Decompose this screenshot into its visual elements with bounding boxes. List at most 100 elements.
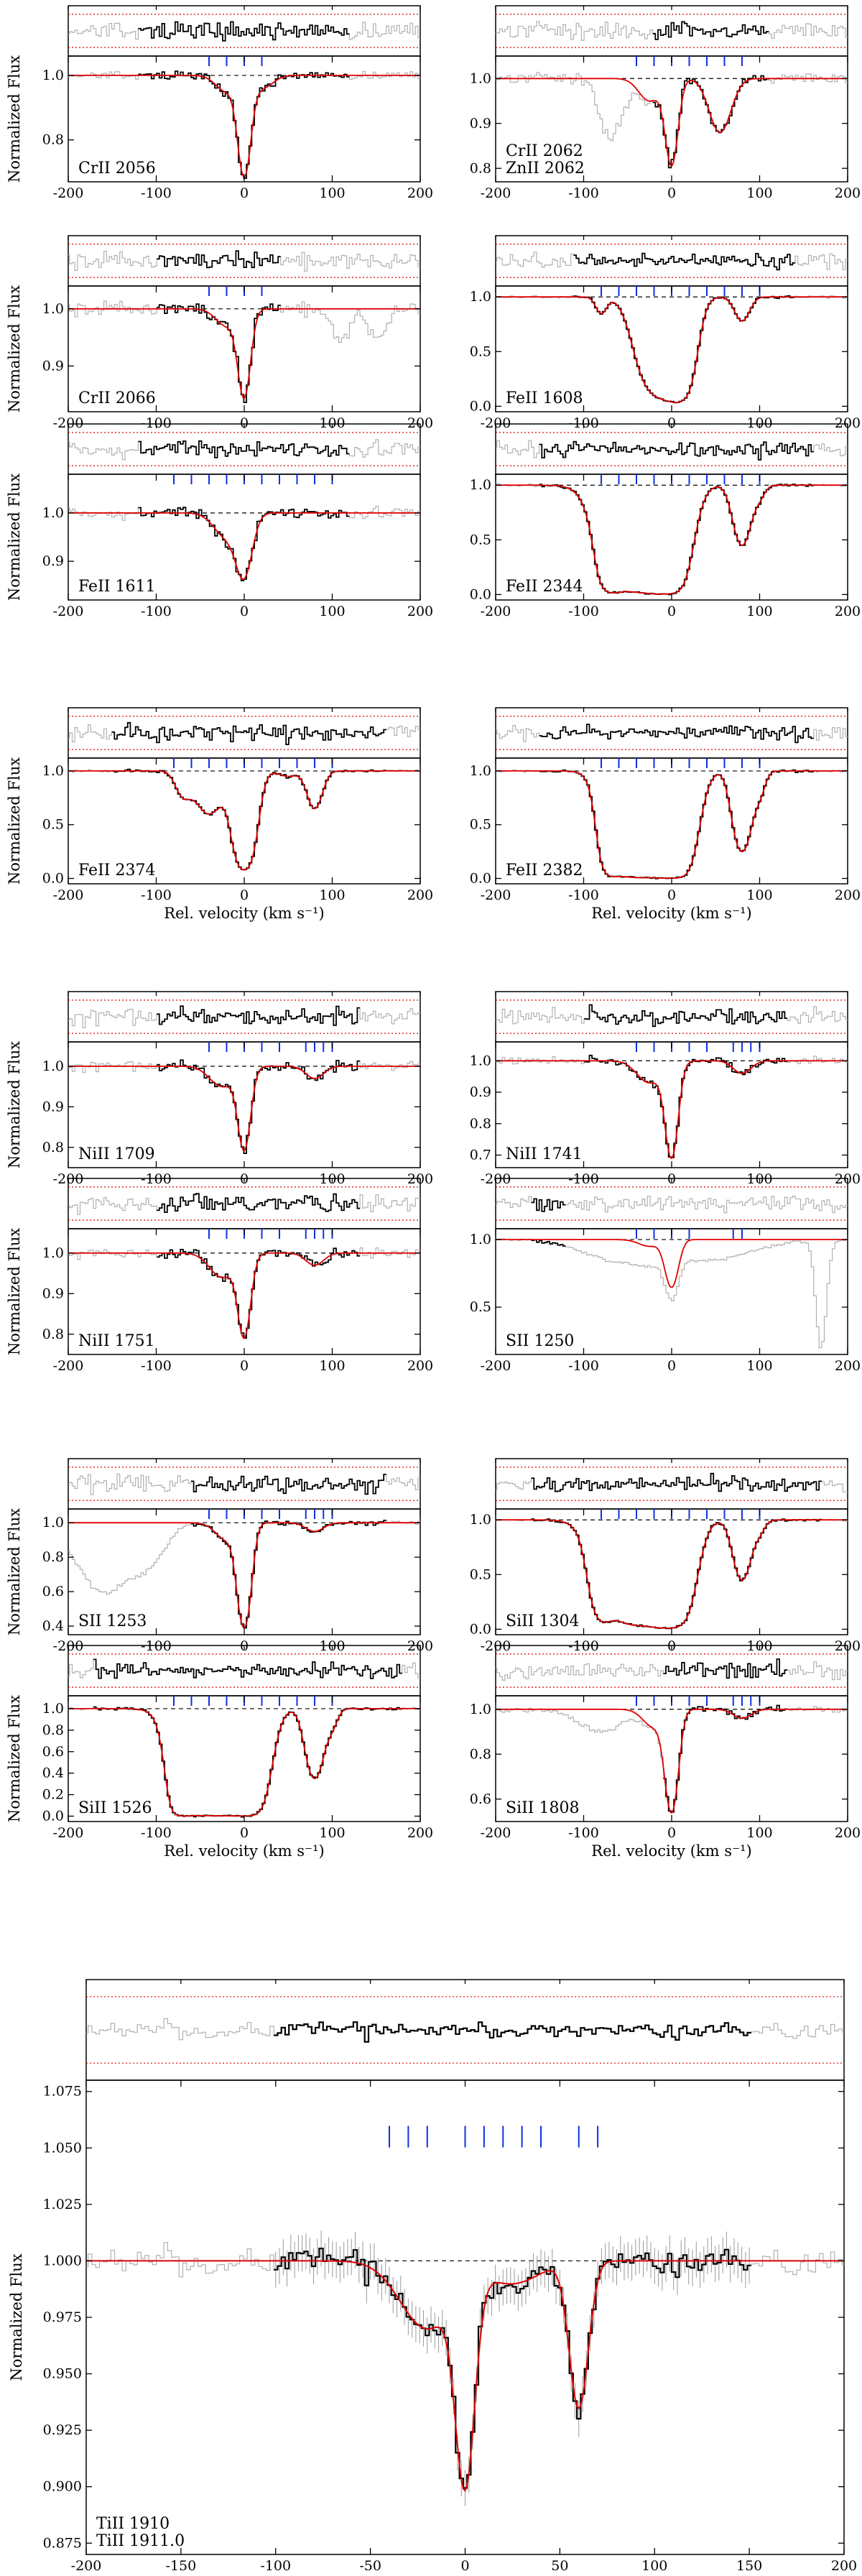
- xtick-label: 0: [240, 185, 249, 201]
- xtick-label: 200: [835, 1358, 861, 1374]
- spectrum-masked: [86, 2242, 844, 2489]
- ytick-label: 0.8: [42, 1326, 64, 1342]
- ytick-label: 0.8: [42, 1549, 64, 1565]
- x-axis-label: Rel. velocity (km s⁻¹): [591, 905, 751, 922]
- residual-frame: [85, 1979, 845, 2081]
- xtick-label: -200: [481, 1358, 511, 1374]
- residual-data: [93, 1658, 402, 1679]
- xtick-label: 200: [831, 2558, 857, 2574]
- residual-data: [531, 1198, 566, 1212]
- ytick-label: 0.9: [42, 553, 64, 569]
- ytick-label: 0.0: [470, 398, 491, 414]
- spectrum-data: [531, 1518, 822, 1630]
- xtick-label: 0: [667, 1358, 676, 1374]
- xtick-label: 200: [407, 415, 433, 431]
- transition-label: SiII 1808: [506, 1799, 579, 1817]
- spectrum-masked: [68, 300, 420, 403]
- transition-label: SII 1250: [506, 1332, 574, 1350]
- xtick-label: -200: [481, 604, 511, 619]
- transition-label: SiII 1304: [506, 1612, 579, 1630]
- panel-crii2056: 0.8 1.0 -200 -100 0 100 200 CrII 2056 Normalized…: [6, 5, 433, 201]
- spectrum-masked: [496, 1238, 848, 1349]
- panel-crii2066: 0.9 1.0 -200 -100 0 100 200 CrII 2066 Normalized…: [6, 235, 433, 431]
- spectrum-data: [138, 507, 350, 581]
- residual-data: [539, 724, 814, 744]
- xtick-label: 100: [319, 415, 345, 431]
- y-axis-label: Normalized Flux: [6, 285, 23, 412]
- spectrum-data: [111, 768, 386, 870]
- xtick-label: -100: [141, 415, 172, 431]
- panel-feii2382: 0.0 0.5 1.0 -200 -100 0 100 200 FeII 2382 Rel. ve…: [470, 707, 861, 922]
- x-axis-label: Rel. velocity (km s⁻¹): [164, 1842, 324, 1860]
- xtick-label: -100: [141, 604, 172, 619]
- xtick-label: 0: [240, 1358, 249, 1374]
- xtick-label: 100: [319, 1358, 345, 1374]
- transition-label: FeII 1608: [506, 389, 583, 407]
- x-axis-label: Rel. velocity (km s⁻¹): [164, 905, 324, 922]
- spectrum-masked: [68, 1059, 420, 1154]
- panel-feii1611: 0.9 1.0 -200 -100 0 100 200 FeII 1611 Normalized…: [6, 423, 433, 619]
- residual-data: [111, 721, 386, 745]
- xtick-label: -100: [568, 185, 599, 201]
- xtick-label: -100: [568, 1825, 599, 1841]
- residual-data: [138, 440, 350, 458]
- xtick-label: 100: [319, 1825, 345, 1841]
- ytick-label: 1.0: [42, 1245, 64, 1261]
- residual-data: [652, 21, 769, 40]
- transition-label: CrII 2066: [78, 389, 156, 407]
- xtick-label: 0: [240, 415, 249, 431]
- ytick-label: 0.7: [470, 1148, 491, 1163]
- spectrum-masked: [68, 1247, 420, 1339]
- ytick-label: 0.5: [470, 1566, 491, 1582]
- ytick-label: 1.0: [42, 1515, 64, 1531]
- ytick-label: 0.950: [43, 2366, 82, 2382]
- ytick-label: 0.925: [43, 2422, 82, 2438]
- xtick-label: 200: [835, 415, 861, 431]
- spectrum-masked: [496, 1704, 848, 1813]
- model-fit: [68, 512, 420, 581]
- xtick-label: -100: [568, 1358, 599, 1374]
- model-fit: [68, 308, 420, 400]
- model-fit: [68, 1066, 420, 1152]
- xtick-label: -100: [568, 415, 599, 431]
- transition-label: SiII 1526: [78, 1799, 152, 1817]
- xtick-label: 0: [240, 1825, 249, 1841]
- residual-masked: [496, 1658, 848, 1681]
- xtick-label: 200: [835, 1825, 861, 1841]
- xtick-label: -200: [481, 1825, 511, 1841]
- xtick-label: 0: [667, 604, 676, 619]
- xtick-label: -100: [141, 887, 172, 903]
- spectrum-data: [531, 1239, 566, 1247]
- ytick-label: 1.0: [470, 763, 491, 779]
- residual-data: [573, 252, 796, 271]
- xtick-label: 100: [319, 185, 345, 201]
- model-fit: [68, 1522, 420, 1629]
- ytick-label: 0.5: [470, 343, 491, 359]
- residual-masked: [496, 1004, 848, 1027]
- model-fit: [496, 296, 848, 403]
- xtick-label: -200: [53, 604, 84, 619]
- ytick-label: 0.875: [43, 2535, 82, 2551]
- residual-data: [584, 1004, 788, 1028]
- xtick-label: 200: [407, 604, 433, 619]
- ytick-label: 0.8: [470, 1746, 491, 1762]
- xtick-label: -100: [260, 2558, 291, 2574]
- model-fit: [496, 1519, 848, 1629]
- transition-label: NiII 1709: [78, 1145, 155, 1163]
- xtick-label: -100: [141, 1825, 172, 1841]
- xtick-label: 0: [667, 415, 676, 431]
- y-axis-label: Normalized Flux: [6, 1695, 23, 1822]
- y-axis-label: Normalized Flux: [6, 55, 23, 183]
- ytick-label: 0.2: [42, 1787, 64, 1803]
- ytick-label: 1.0: [42, 1058, 64, 1074]
- panel-siii1526: 0.0 0.2 0.4 0.6 0.8 1.0 -200 -100 0 100 200 SiII 15…: [6, 1645, 433, 1860]
- residual-data: [531, 1472, 822, 1492]
- xtick-label: 100: [746, 1825, 772, 1841]
- residual-data: [157, 1005, 361, 1026]
- ytick-label: 0.5: [470, 532, 491, 548]
- xtick-label: 0: [667, 887, 676, 903]
- panel-feii2344: 0.0 0.5 1.0 -200 -100 0 100 200 FeII 2344: [470, 423, 861, 619]
- panel-feii1608: 0.0 0.5 1.0 -200 -100 0 100 200 FeII 1608: [470, 235, 861, 431]
